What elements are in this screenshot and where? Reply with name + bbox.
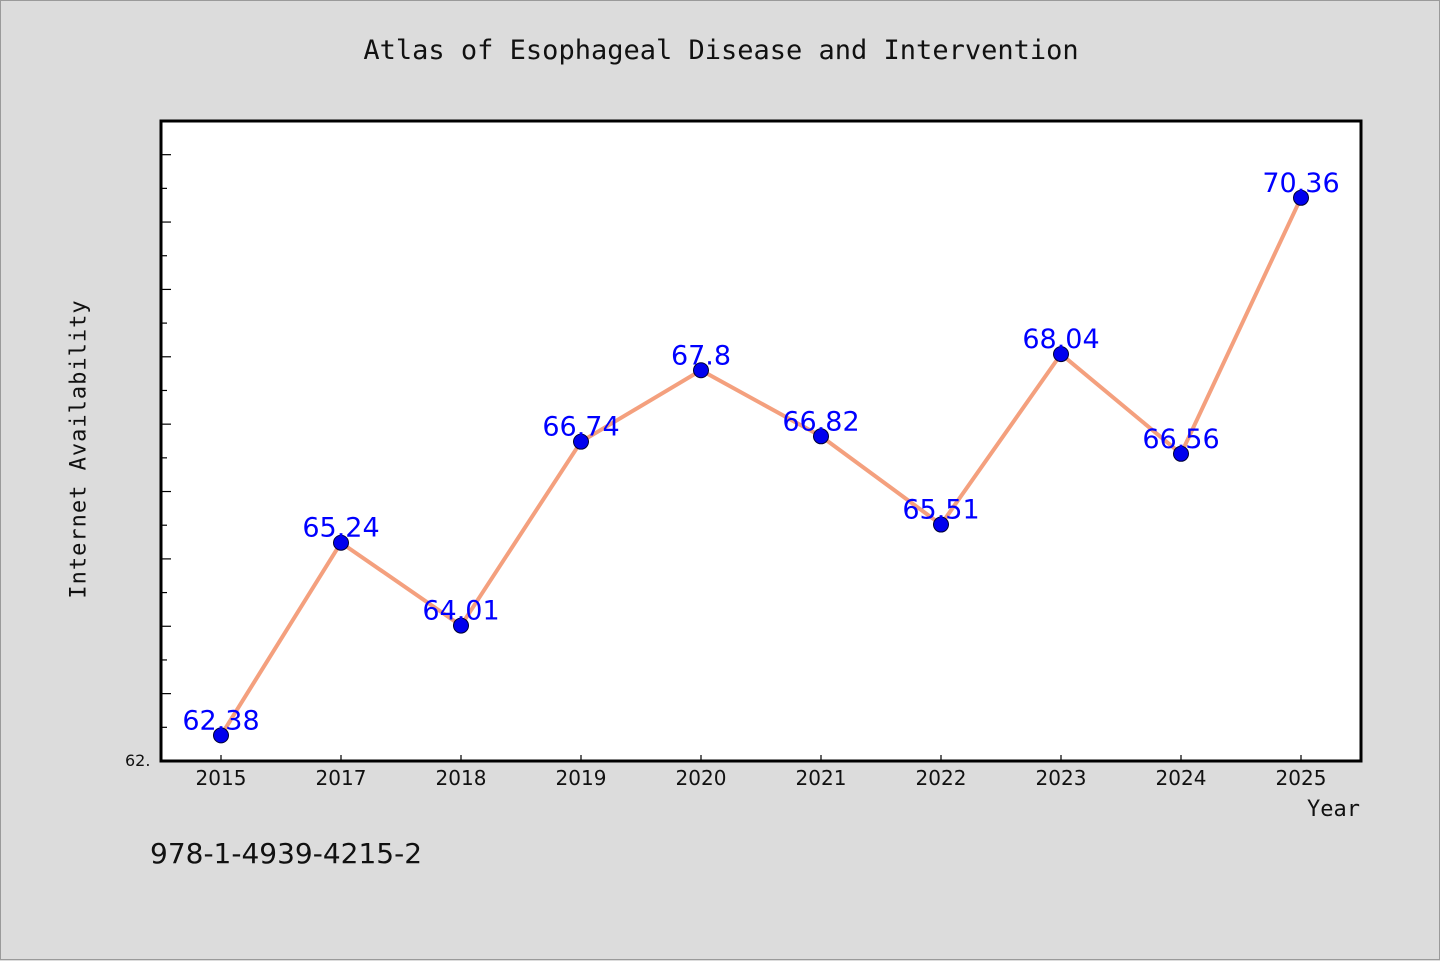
- y-axis-min-label: 62.: [125, 751, 151, 770]
- data-label: 66.74: [542, 412, 619, 443]
- data-label: 65.24: [302, 513, 379, 544]
- x-tick-label: 2023: [1036, 766, 1087, 790]
- x-tick-label: 2017: [316, 766, 367, 790]
- data-label: 66.82: [782, 406, 859, 437]
- x-tick-label: 2025: [1276, 766, 1327, 790]
- data-point: [933, 516, 949, 533]
- data-point: [333, 534, 349, 551]
- plot-area: [159, 119, 1363, 763]
- x-tick-label: 2015: [196, 766, 247, 790]
- isbn-text: 978-1-4939-4215-2: [150, 837, 423, 870]
- data-label: 68.04: [1022, 324, 1099, 355]
- data-label: 65.51: [902, 495, 979, 526]
- series-line: [219, 196, 1303, 737]
- data-point: [213, 727, 229, 744]
- x-tick-label: 2021: [796, 766, 847, 790]
- data-point: [1293, 189, 1309, 206]
- data-point: [813, 428, 829, 445]
- x-tick-label: 2024: [1156, 766, 1207, 790]
- data-point: [453, 617, 469, 634]
- x-tick-label: 2022: [916, 766, 967, 790]
- x-tick-label: 2019: [556, 766, 607, 790]
- data-label: 70.36: [1262, 168, 1339, 199]
- data-point: [1053, 346, 1069, 363]
- data-label: 66.56: [1142, 424, 1219, 455]
- data-label: 64.01: [422, 596, 499, 627]
- x-tick-label: 2018: [436, 766, 487, 790]
- data-label: 67.8: [671, 340, 731, 371]
- x-tick-label: 2020: [676, 766, 727, 790]
- data-point: [573, 433, 589, 450]
- chart-title: Atlas of Esophageal Disease and Interven…: [363, 35, 1079, 66]
- data-label: 62.38: [182, 705, 259, 736]
- data-point: [1173, 445, 1189, 462]
- x-axis-label: Year: [1307, 797, 1360, 822]
- data-point: [693, 362, 709, 379]
